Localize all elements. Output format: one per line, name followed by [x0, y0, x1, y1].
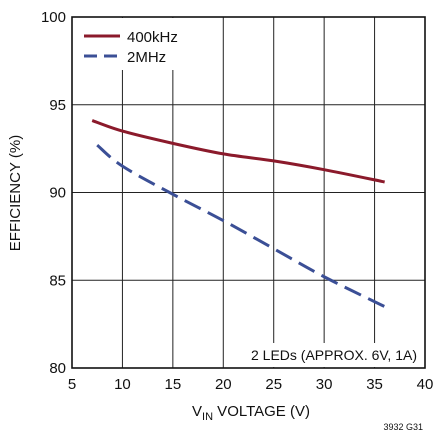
legend-label-2mhz: 2MHz [127, 49, 166, 66]
x-tick-label-40: 40 [417, 376, 433, 393]
series-line-2mhz [96, 143, 386, 308]
x-axis-label: VIN VOLTAGE (V) [192, 403, 310, 423]
legend-background [73, 18, 191, 70]
figure-id: 3932 G31 [383, 422, 423, 432]
plot-frame [71, 16, 426, 369]
annotation-bg-rect [225, 343, 424, 367]
chart-annotation: 2 LEDs (APPROX. 6V, 1A) [251, 347, 417, 363]
legend-label-400khz: 400kHz [127, 29, 178, 46]
x-axis-label-sub: IN [202, 411, 213, 423]
x-tick-label-20: 20 [215, 376, 232, 393]
legend: 400kHz 2MHz [84, 29, 178, 66]
y-tick-labels: 80 85 90 95 100 [41, 9, 66, 377]
y-tick-label-80: 80 [49, 360, 66, 377]
y-tick-label-100: 100 [41, 9, 66, 26]
x-tick-labels: 5 10 15 20 25 30 35 40 [68, 376, 433, 393]
y-axis-label: EFFICIENCY (%) [7, 135, 24, 251]
y-tick-label-95: 95 [49, 97, 66, 114]
x-tick-label-25: 25 [265, 376, 282, 393]
x-tick-label-30: 30 [316, 376, 333, 393]
annotation-background [225, 343, 424, 367]
grid-lines [72, 17, 425, 368]
x-axis-label-main: V [192, 403, 202, 420]
legend-bg-rect [73, 18, 191, 70]
series-lines [91, 119, 386, 308]
x-tick-label-10: 10 [114, 376, 131, 393]
x-axis-label-rest: VOLTAGE (V) [213, 403, 310, 420]
x-tick-label-5: 5 [68, 376, 76, 393]
x-tick-label-35: 35 [366, 376, 383, 393]
y-tick-label-85: 85 [49, 272, 66, 289]
x-tick-label-15: 15 [165, 376, 182, 393]
series-line-400khz [91, 119, 385, 184]
y-tick-label-90: 90 [49, 185, 66, 202]
